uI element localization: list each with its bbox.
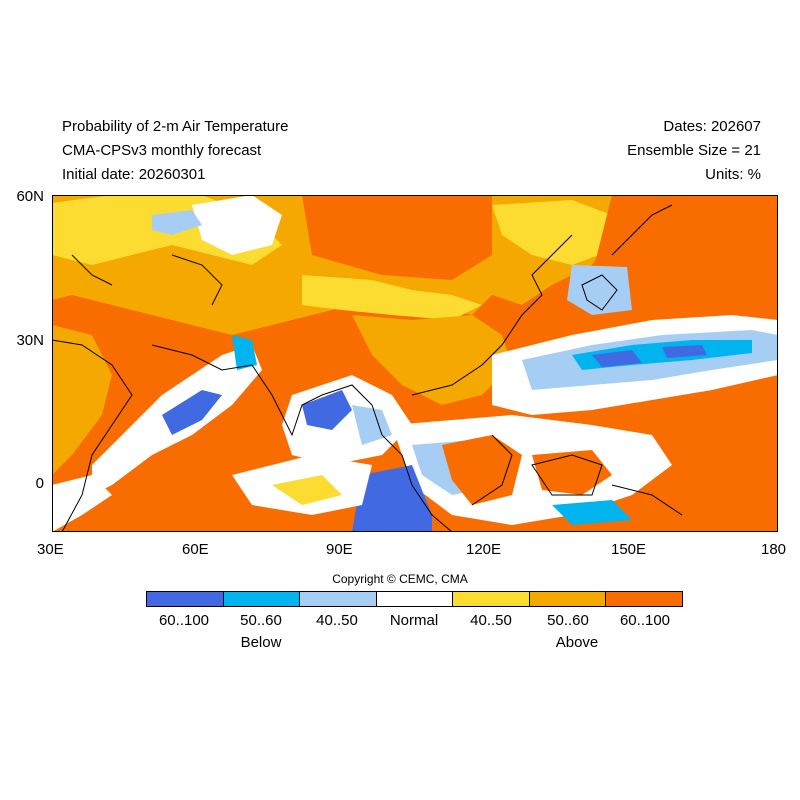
dates-label: Dates: 202607: [663, 118, 761, 135]
field-east-blue: [552, 500, 632, 525]
lon-tick-30e: 30E: [37, 541, 64, 558]
legend-group-below: Below: [240, 634, 282, 651]
legend-label-above-60-100: 60..100: [619, 612, 671, 629]
field-yellow-central: [302, 275, 482, 320]
probability-map-svg: [52, 195, 778, 532]
field-africa-normal: [52, 475, 112, 532]
legend-label-above-40-50: 40..50: [470, 612, 512, 629]
legend-swatch-above-50-60: [529, 592, 607, 606]
field-yellow-east: [492, 200, 612, 265]
field-bengal-below: [302, 390, 352, 430]
legend-swatch-below-60-100: [147, 592, 224, 606]
lat-tick-30n: 30N: [16, 332, 44, 349]
lon-tick-120e: 120E: [466, 541, 502, 558]
units-label: Units: %: [705, 166, 761, 183]
copyright-text: Copyright © CEMC, CMA: [332, 572, 468, 586]
lon-tick-60e: 60E: [182, 541, 209, 558]
legend-group-above: Above: [555, 634, 599, 651]
legend-label-below-60-100: 60..100: [158, 612, 210, 629]
field-orange-ne: [592, 195, 778, 345]
field-arabian-blue: [162, 390, 222, 435]
title-line-1: Probability of 2-m Air Temperature: [62, 118, 289, 135]
field-china-mixed: [352, 315, 512, 405]
legend-label-below-40-50: 40..50: [316, 612, 358, 629]
field-india-blue: [232, 335, 257, 370]
lat-tick-0: 0: [35, 475, 44, 492]
field-sumatra-below: [352, 465, 432, 532]
field-orange-central: [302, 195, 492, 280]
field-pacific-below: [592, 345, 707, 367]
field-lightblue-north: [152, 210, 202, 235]
field-africa-mixed: [52, 325, 112, 475]
title-line-3: Initial date: 20260301: [62, 166, 206, 183]
lat-tick-60n: 60N: [16, 188, 44, 205]
lon-tick-180: 180: [761, 541, 787, 558]
field-normal-north: [192, 195, 282, 255]
legend-swatch-below-40-50: [300, 592, 377, 606]
legend-swatch-above-60-100: [606, 592, 683, 606]
legend-label-below-50-60: 50..60: [240, 612, 282, 629]
legend-swatch-above-40-50: [453, 592, 530, 606]
coastlines: [52, 204, 683, 532]
lon-tick-90e: 90E: [326, 541, 353, 558]
field-japan-lightblue: [567, 265, 632, 315]
probability-map: [52, 195, 778, 532]
ensemble-label: Ensemble Size = 21: [627, 142, 761, 159]
legend-label-above-50-60: 50..60: [547, 612, 589, 629]
lon-tick-150e: 150E: [611, 541, 647, 558]
title-line-2: CMA-CPSv3 monthly forecast: [62, 142, 262, 159]
field-bengal-normal: [282, 375, 412, 465]
field-indian-yellow: [272, 475, 342, 505]
legend-label-normal: Normal: [389, 612, 439, 629]
legend-swatch-below-50-60: [223, 592, 301, 606]
legend-swatch-normal: [376, 592, 454, 606]
map-frame: [52, 195, 778, 532]
legend-colorbar: [146, 591, 683, 607]
field-indo-orange: [442, 435, 522, 505]
